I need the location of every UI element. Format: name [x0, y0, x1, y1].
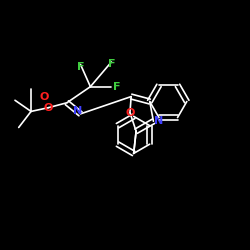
Text: F: F: [112, 82, 120, 92]
Text: F: F: [77, 62, 84, 72]
Text: O: O: [44, 103, 53, 113]
Text: F: F: [108, 60, 115, 70]
Text: O: O: [125, 108, 135, 118]
Text: O: O: [40, 92, 49, 102]
Text: N: N: [74, 106, 83, 117]
Text: N: N: [154, 116, 163, 126]
